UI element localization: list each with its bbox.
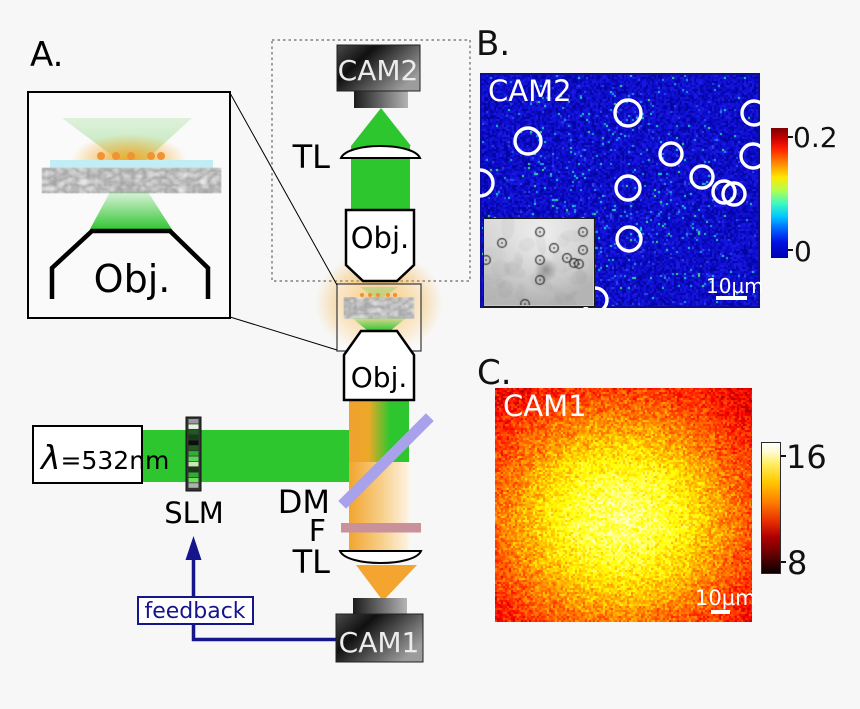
slm-device bbox=[185, 416, 202, 492]
cam1-colorbar-min: 8 bbox=[787, 544, 808, 582]
feedback-label: feedback bbox=[144, 599, 245, 624]
cam1-colorbar-max: 16 bbox=[786, 438, 827, 476]
brightfield-inset-canvas bbox=[484, 219, 593, 305]
slm-segment bbox=[188, 456, 199, 462]
emission-filter bbox=[341, 523, 421, 533]
inset-scattering-layer bbox=[50, 169, 213, 192]
feedback-line bbox=[191, 558, 336, 642]
cam2-colorbar-max: 0.2 bbox=[793, 121, 838, 154]
laser-label: λ=532nm bbox=[39, 438, 169, 477]
cam1-colorbar-tick-max bbox=[781, 455, 786, 457]
camera-cam2: CAM2 bbox=[336, 44, 421, 108]
particle-circle bbox=[711, 179, 737, 205]
particle-circle bbox=[689, 164, 715, 190]
particle-circle bbox=[615, 225, 643, 253]
cam2-colorbar-tick-min bbox=[788, 249, 793, 251]
slm-segment bbox=[188, 477, 199, 483]
sample-zoom-inset: Obj. bbox=[27, 91, 338, 351]
slm-segment bbox=[188, 419, 199, 424]
slm-segment bbox=[188, 467, 199, 472]
particle-circle bbox=[614, 174, 642, 202]
particle-circle bbox=[740, 99, 760, 127]
inset-objective-outline bbox=[49, 228, 211, 299]
dichroic-mirror bbox=[338, 413, 434, 509]
inset-emitters bbox=[97, 152, 165, 160]
particle-circle bbox=[658, 141, 684, 167]
slm-label: SLM bbox=[164, 496, 224, 530]
optical-setup-diagram: A. Obj. Obj. bbox=[27, 35, 471, 663]
brightfield-inset bbox=[483, 218, 595, 307]
cam2-scalebar bbox=[716, 296, 747, 300]
slm-segment bbox=[188, 440, 199, 445]
feedback-box bbox=[137, 596, 254, 625]
cam1-scalebar-label: 10µm bbox=[695, 586, 756, 610]
cam1-scalebar bbox=[711, 610, 730, 614]
cam1-speckle-canvas bbox=[495, 388, 752, 622]
slm-segment bbox=[188, 424, 199, 429]
camera-cam1: CAM1 bbox=[335, 598, 424, 663]
dotted-region-box bbox=[271, 39, 471, 282]
beam-cone-cam2 bbox=[351, 108, 411, 146]
cam2-image: CAM2 10µm bbox=[480, 73, 764, 308]
cam1-colorbar-tick-min bbox=[781, 561, 786, 563]
cam1-colorbar bbox=[761, 442, 781, 574]
slm-segment bbox=[188, 429, 199, 435]
tl-top-label: TL bbox=[292, 138, 331, 176]
slm-segment bbox=[188, 472, 199, 478]
cam2-colorbar-min: 0 bbox=[794, 235, 812, 268]
objective-top-label: Obj. bbox=[351, 221, 410, 255]
objective-bottom bbox=[342, 329, 416, 402]
cam2-colorbar-tick-max bbox=[788, 136, 793, 138]
camera-cam2-label: CAM2 bbox=[338, 54, 419, 87]
panel-a-label: A. bbox=[30, 35, 63, 75]
inset-objective-label: Obj. bbox=[94, 257, 171, 301]
cam2-image-label: CAM2 bbox=[488, 74, 572, 108]
beam-cone-cam1 bbox=[356, 565, 417, 601]
inset-cone-down bbox=[89, 192, 173, 231]
laser-beam-horizontal bbox=[142, 430, 365, 482]
objective-top bbox=[344, 208, 416, 283]
tl-bottom-label: TL bbox=[292, 543, 331, 581]
particle-circle bbox=[480, 168, 495, 198]
objective-bottom-label: Obj. bbox=[351, 361, 408, 394]
cam1-image: CAM1 10µm bbox=[495, 388, 756, 622]
sample-scattering-layer bbox=[347, 298, 411, 318]
cam2-colorbar bbox=[771, 128, 788, 258]
panel-b-label: B. bbox=[476, 24, 511, 64]
particle-circles-overlay bbox=[480, 98, 760, 308]
inset-coverslip bbox=[50, 160, 213, 169]
slm-segment bbox=[188, 483, 199, 488]
particle-circle bbox=[513, 126, 543, 156]
tube-lens-bottom bbox=[338, 550, 423, 564]
tube-lens-top bbox=[339, 145, 422, 159]
slm-segment bbox=[188, 461, 199, 467]
camera-cam1-label: CAM1 bbox=[339, 626, 420, 659]
laser-box bbox=[32, 425, 143, 484]
cam1-image-label: CAM1 bbox=[503, 389, 587, 423]
slm-segment bbox=[188, 451, 199, 456]
cam2-scalebar-label: 10µm bbox=[706, 274, 764, 298]
panel-c-label: C. bbox=[477, 353, 512, 393]
beam-column-dm-to-tl bbox=[349, 462, 409, 551]
dm-label: DM bbox=[278, 483, 330, 521]
particle-circle bbox=[739, 142, 760, 170]
particle-circle bbox=[613, 98, 643, 128]
sample-emitters bbox=[360, 293, 397, 297]
slm-segment bbox=[188, 435, 199, 440]
particle-circle bbox=[721, 181, 747, 207]
sample-cone-down bbox=[352, 318, 406, 331]
sample-cone-up bbox=[360, 287, 398, 298]
feedback-arrowhead bbox=[185, 536, 202, 560]
filter-label: F bbox=[309, 514, 326, 549]
slm-segment bbox=[188, 445, 199, 451]
